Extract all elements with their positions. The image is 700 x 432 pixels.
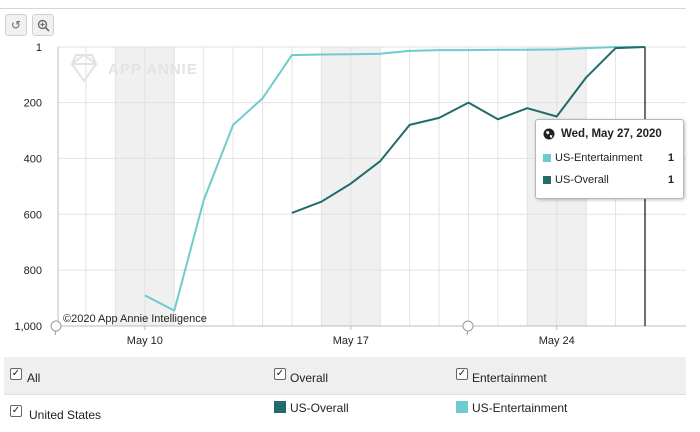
- zoom-in-icon: [37, 19, 50, 32]
- series-line-us-entertainment[interactable]: [144, 46, 645, 312]
- entertainment-checkbox[interactable]: ✓: [456, 368, 468, 380]
- hover-tooltip: Wed, May 27, 2020 US-Entertainment 1 US-…: [535, 119, 684, 199]
- copyright-text: ©2020 App Annie Intelligence: [63, 313, 207, 325]
- us-entertainment-swatch[interactable]: [456, 401, 468, 413]
- annotation-marker[interactable]: [462, 320, 474, 336]
- annotation-marker[interactable]: [50, 320, 62, 336]
- all-checkbox[interactable]: ✓: [10, 368, 22, 380]
- reset-zoom-button[interactable]: ↺: [5, 14, 27, 36]
- united-states-label: United States: [29, 408, 102, 422]
- y-tick-label: 1: [36, 42, 42, 54]
- entertainment-label: Entertainment: [472, 371, 547, 385]
- undo-icon: ↺: [10, 18, 22, 32]
- tooltip-date: Wed, May 27, 2020: [561, 128, 662, 140]
- tooltip-row-entertainment: US-Entertainment 1: [543, 152, 674, 164]
- filter-panel: ✓ All ✓ Overall ✓ Entertainment ✓ United…: [0, 357, 686, 432]
- all-label: All: [27, 371, 41, 385]
- y-tick-label: 600: [24, 209, 42, 221]
- us-entertainment-label[interactable]: US-Entertainment: [472, 401, 568, 415]
- tooltip-row-overall: US-Overall 1: [543, 174, 674, 186]
- y-tick-label: 800: [24, 265, 42, 277]
- diamond-logo-icon: [70, 53, 98, 83]
- legend-swatch: [543, 176, 551, 184]
- legend-swatch: [543, 154, 551, 162]
- y-tick-label: 200: [24, 98, 42, 110]
- united-states-checkbox[interactable]: ✓: [10, 405, 22, 417]
- globe-icon: [543, 128, 555, 140]
- series-line-us-overall[interactable]: [291, 46, 646, 214]
- overall-checkbox[interactable]: ✓: [274, 368, 286, 380]
- app-annie-watermark: APP ANNIE: [70, 53, 198, 83]
- category-filter-row: ✓ All ✓ Overall ✓ Entertainment: [4, 357, 686, 394]
- y-tick-label: 1,000: [14, 321, 42, 333]
- x-tick-label: May 10: [127, 335, 163, 347]
- zoom-in-button[interactable]: [32, 14, 54, 36]
- overall-label: Overall: [290, 371, 329, 385]
- x-tick-label: May 24: [539, 335, 575, 347]
- watermark-text: APP ANNIE: [108, 61, 198, 78]
- us-overall-swatch[interactable]: [274, 401, 286, 413]
- x-tick-label: May 17: [333, 335, 369, 347]
- series-filter-row: ✓ United States US-Overall US-Entertainm…: [4, 394, 686, 432]
- us-overall-label[interactable]: US-Overall: [290, 401, 349, 415]
- top-divider: [0, 8, 686, 9]
- y-tick-label: 400: [24, 153, 42, 165]
